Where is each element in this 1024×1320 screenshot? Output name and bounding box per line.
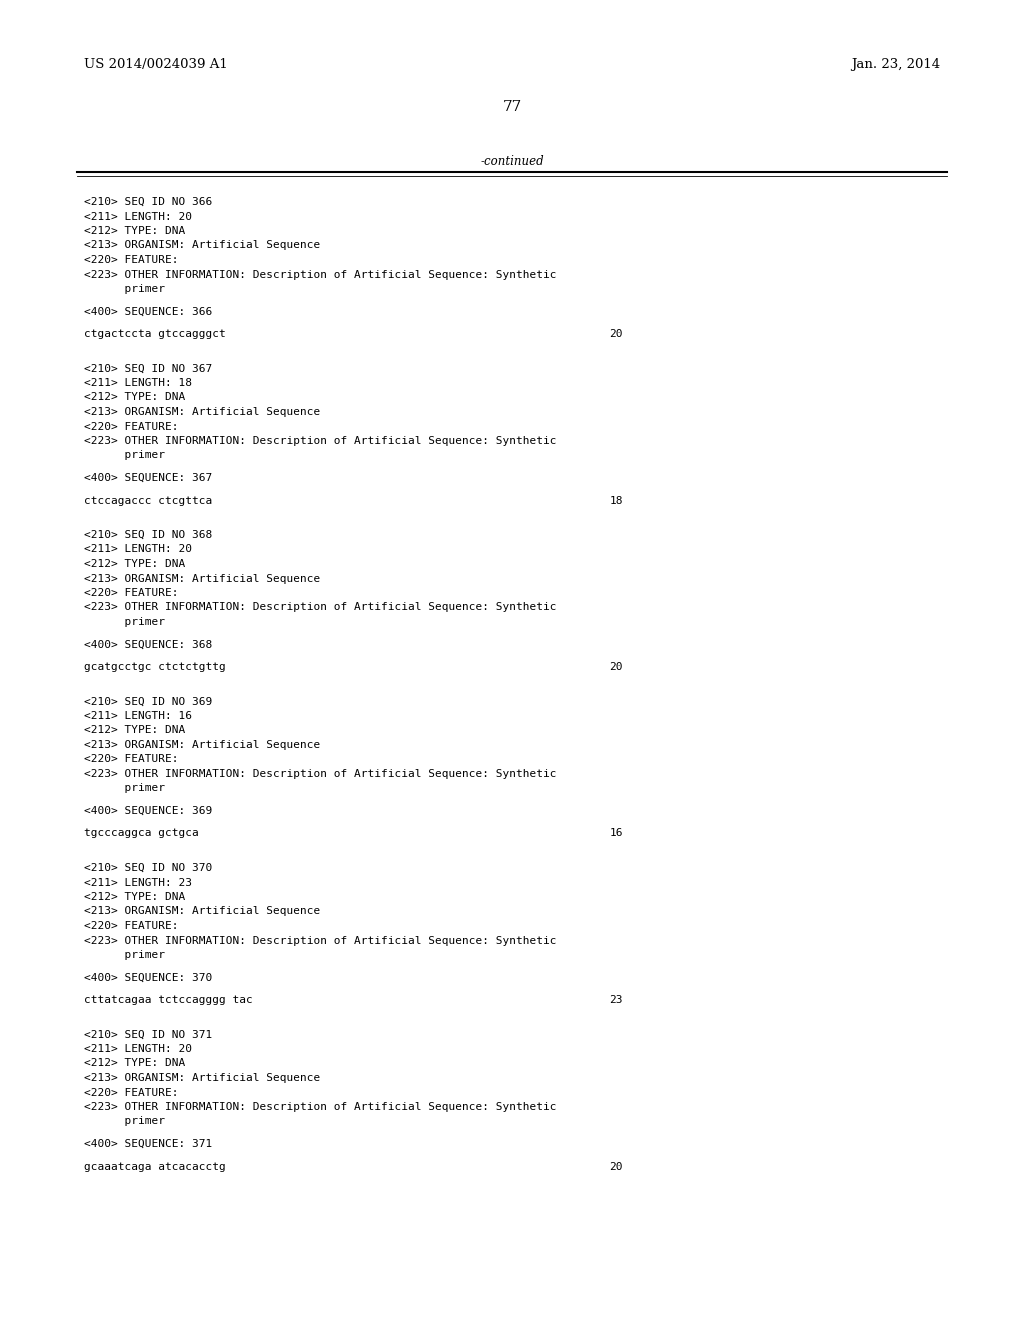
Text: <210> SEQ ID NO 366: <210> SEQ ID NO 366 xyxy=(84,197,212,207)
Text: ctccagaccc ctcgttca: ctccagaccc ctcgttca xyxy=(84,495,212,506)
Text: 20: 20 xyxy=(609,663,623,672)
Text: primer: primer xyxy=(84,1117,165,1126)
Text: <212> TYPE: DNA: <212> TYPE: DNA xyxy=(84,558,185,569)
Text: primer: primer xyxy=(84,450,165,461)
Text: <210> SEQ ID NO 368: <210> SEQ ID NO 368 xyxy=(84,531,212,540)
Text: <213> ORGANISM: Artificial Sequence: <213> ORGANISM: Artificial Sequence xyxy=(84,1073,321,1082)
Text: <400> SEQUENCE: 368: <400> SEQUENCE: 368 xyxy=(84,639,212,649)
Text: <211> LENGTH: 16: <211> LENGTH: 16 xyxy=(84,711,191,721)
Text: <213> ORGANISM: Artificial Sequence: <213> ORGANISM: Artificial Sequence xyxy=(84,573,321,583)
Text: <220> FEATURE:: <220> FEATURE: xyxy=(84,587,178,598)
Text: cttatcagaa tctccagggg tac: cttatcagaa tctccagggg tac xyxy=(84,995,253,1005)
Text: <213> ORGANISM: Artificial Sequence: <213> ORGANISM: Artificial Sequence xyxy=(84,407,321,417)
Text: ctgactccta gtccagggct: ctgactccta gtccagggct xyxy=(84,329,225,339)
Text: <220> FEATURE:: <220> FEATURE: xyxy=(84,1088,178,1097)
Text: <211> LENGTH: 18: <211> LENGTH: 18 xyxy=(84,378,191,388)
Text: <400> SEQUENCE: 371: <400> SEQUENCE: 371 xyxy=(84,1139,212,1148)
Text: <212> TYPE: DNA: <212> TYPE: DNA xyxy=(84,1059,185,1068)
Text: 23: 23 xyxy=(609,995,623,1005)
Text: <220> FEATURE:: <220> FEATURE: xyxy=(84,921,178,931)
Text: primer: primer xyxy=(84,616,165,627)
Text: <210> SEQ ID NO 371: <210> SEQ ID NO 371 xyxy=(84,1030,212,1040)
Text: <220> FEATURE:: <220> FEATURE: xyxy=(84,255,178,265)
Text: <210> SEQ ID NO 367: <210> SEQ ID NO 367 xyxy=(84,363,212,374)
Text: <212> TYPE: DNA: <212> TYPE: DNA xyxy=(84,726,185,735)
Text: <400> SEQUENCE: 369: <400> SEQUENCE: 369 xyxy=(84,807,212,816)
Text: US 2014/0024039 A1: US 2014/0024039 A1 xyxy=(84,58,227,71)
Text: Jan. 23, 2014: Jan. 23, 2014 xyxy=(851,58,940,71)
Text: <223> OTHER INFORMATION: Description of Artificial Sequence: Synthetic: <223> OTHER INFORMATION: Description of … xyxy=(84,770,556,779)
Text: <400> SEQUENCE: 367: <400> SEQUENCE: 367 xyxy=(84,473,212,483)
Text: <223> OTHER INFORMATION: Description of Artificial Sequence: Synthetic: <223> OTHER INFORMATION: Description of … xyxy=(84,602,556,612)
Text: <223> OTHER INFORMATION: Description of Artificial Sequence: Synthetic: <223> OTHER INFORMATION: Description of … xyxy=(84,269,556,280)
Text: <212> TYPE: DNA: <212> TYPE: DNA xyxy=(84,392,185,403)
Text: 18: 18 xyxy=(609,495,623,506)
Text: <400> SEQUENCE: 366: <400> SEQUENCE: 366 xyxy=(84,306,212,317)
Text: <223> OTHER INFORMATION: Description of Artificial Sequence: Synthetic: <223> OTHER INFORMATION: Description of … xyxy=(84,936,556,945)
Text: <211> LENGTH: 23: <211> LENGTH: 23 xyxy=(84,878,191,887)
Text: <210> SEQ ID NO 369: <210> SEQ ID NO 369 xyxy=(84,697,212,706)
Text: primer: primer xyxy=(84,284,165,294)
Text: <212> TYPE: DNA: <212> TYPE: DNA xyxy=(84,226,185,236)
Text: <223> OTHER INFORMATION: Description of Artificial Sequence: Synthetic: <223> OTHER INFORMATION: Description of … xyxy=(84,436,556,446)
Text: 20: 20 xyxy=(609,1162,623,1172)
Text: <400> SEQUENCE: 370: <400> SEQUENCE: 370 xyxy=(84,973,212,982)
Text: 77: 77 xyxy=(503,100,521,114)
Text: tgcccaggca gctgca: tgcccaggca gctgca xyxy=(84,829,199,838)
Text: gcaaatcaga atcacacctg: gcaaatcaga atcacacctg xyxy=(84,1162,225,1172)
Text: <210> SEQ ID NO 370: <210> SEQ ID NO 370 xyxy=(84,863,212,873)
Text: 20: 20 xyxy=(609,329,623,339)
Text: <220> FEATURE:: <220> FEATURE: xyxy=(84,755,178,764)
Text: <220> FEATURE:: <220> FEATURE: xyxy=(84,421,178,432)
Text: <211> LENGTH: 20: <211> LENGTH: 20 xyxy=(84,211,191,222)
Text: -continued: -continued xyxy=(480,154,544,168)
Text: <213> ORGANISM: Artificial Sequence: <213> ORGANISM: Artificial Sequence xyxy=(84,907,321,916)
Text: <213> ORGANISM: Artificial Sequence: <213> ORGANISM: Artificial Sequence xyxy=(84,240,321,251)
Text: primer: primer xyxy=(84,950,165,960)
Text: gcatgcctgc ctctctgttg: gcatgcctgc ctctctgttg xyxy=(84,663,225,672)
Text: primer: primer xyxy=(84,784,165,793)
Text: <213> ORGANISM: Artificial Sequence: <213> ORGANISM: Artificial Sequence xyxy=(84,741,321,750)
Text: <212> TYPE: DNA: <212> TYPE: DNA xyxy=(84,892,185,902)
Text: <211> LENGTH: 20: <211> LENGTH: 20 xyxy=(84,544,191,554)
Text: 16: 16 xyxy=(609,829,623,838)
Text: <223> OTHER INFORMATION: Description of Artificial Sequence: Synthetic: <223> OTHER INFORMATION: Description of … xyxy=(84,1102,556,1111)
Text: <211> LENGTH: 20: <211> LENGTH: 20 xyxy=(84,1044,191,1053)
